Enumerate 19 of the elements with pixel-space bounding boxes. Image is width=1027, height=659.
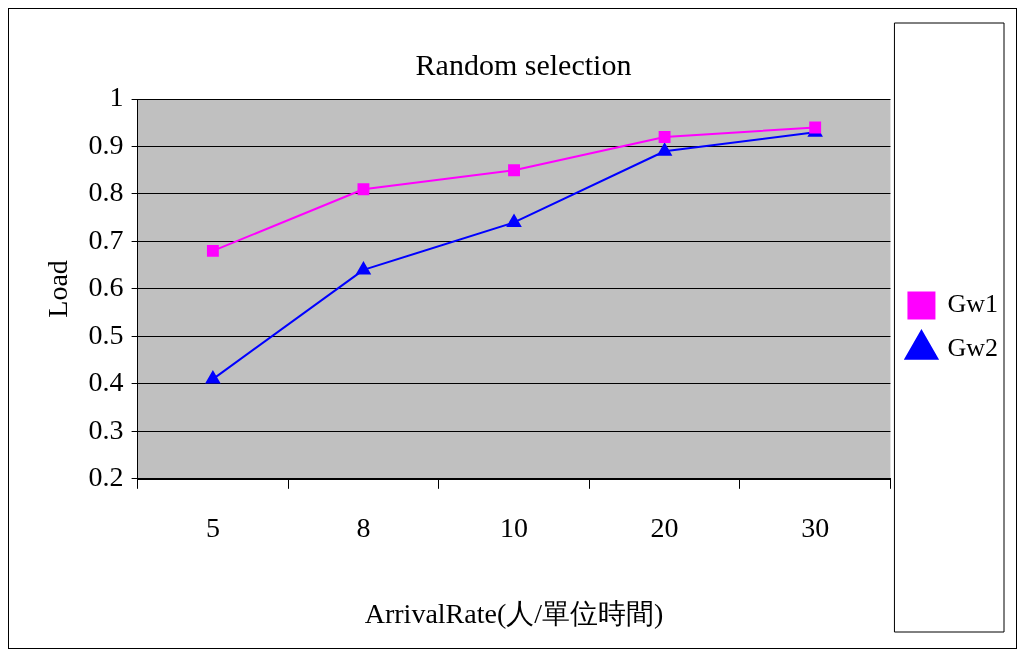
x-tick-label: 10 [500,511,529,543]
y-tick-label: 0.8 [88,176,124,208]
x-tick-label: 30 [801,511,830,543]
x-tick-label: 5 [205,511,220,543]
y-axis-title: Load [42,260,74,318]
legend-label: Gw1 [947,289,999,319]
y-tick-label: 0.6 [88,271,124,303]
y-tick-label: 0.7 [88,223,124,255]
y-tick-label: 0.3 [88,413,124,445]
y-tick-label: 0.2 [88,461,124,493]
y-tick-label: 1 [109,81,124,113]
x-tick-label: 8 [356,511,371,543]
x-axis-title: ArrivalRate(人/單位時間) [364,597,664,629]
legend-label: Gw2 [947,333,999,363]
y-tick-label: 0.5 [88,318,124,350]
y-tick-label: 0.4 [88,366,124,398]
x-tick-label: 20 [650,511,679,543]
chart-title: Random selection [415,47,632,81]
y-tick-label: 0.9 [88,128,124,160]
